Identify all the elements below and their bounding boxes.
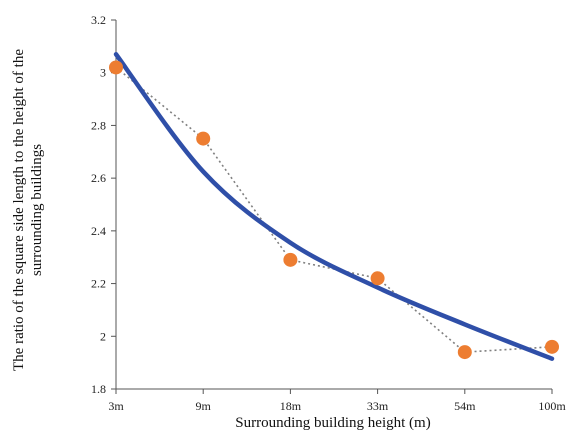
x-tick-label: 9m (196, 399, 212, 413)
trend-curve (113, 52, 555, 361)
y-tick-label: 2.4 (91, 224, 106, 238)
y-tick-label: 2.2 (91, 277, 106, 291)
y-axis-title-line-2: surrounding buildings (29, 144, 45, 276)
data-point (109, 60, 123, 75)
series-layer (109, 52, 559, 361)
y-tick-label: 3.2 (91, 13, 106, 27)
x-tick-label: 18m (280, 399, 302, 413)
axes (115, 20, 552, 390)
y-axis-title: The ratio of the square side length to t… (11, 49, 45, 371)
x-tick-label: 100m (538, 399, 566, 413)
data-point (196, 131, 211, 146)
y-tick-label: 3 (100, 66, 106, 80)
x-axis-title: Surrounding building height (m) (235, 415, 430, 431)
x-tick-label: 3m (108, 399, 124, 413)
data-point (457, 345, 472, 360)
y-tick-label: 1.8 (91, 382, 106, 396)
data-point (545, 339, 559, 354)
x-tick-label: 54m (454, 399, 476, 413)
y-tick-label: 2.8 (91, 118, 106, 132)
y-tick-label: 2 (100, 329, 106, 343)
data-point (283, 252, 298, 267)
y-axis-title-line-1: The ratio of the square side length to t… (11, 49, 27, 371)
x-ticks: 3m 9m 18m 33m 54m 100m (108, 389, 566, 413)
y-tick-label: 2.6 (91, 171, 106, 185)
y-ticks: 1.8 2 2.2 2.4 2.6 2.8 3 3.2 (91, 13, 116, 396)
data-point (370, 271, 385, 286)
data-dotted-line (115, 66, 553, 353)
x-tick-label: 33m (367, 399, 389, 413)
